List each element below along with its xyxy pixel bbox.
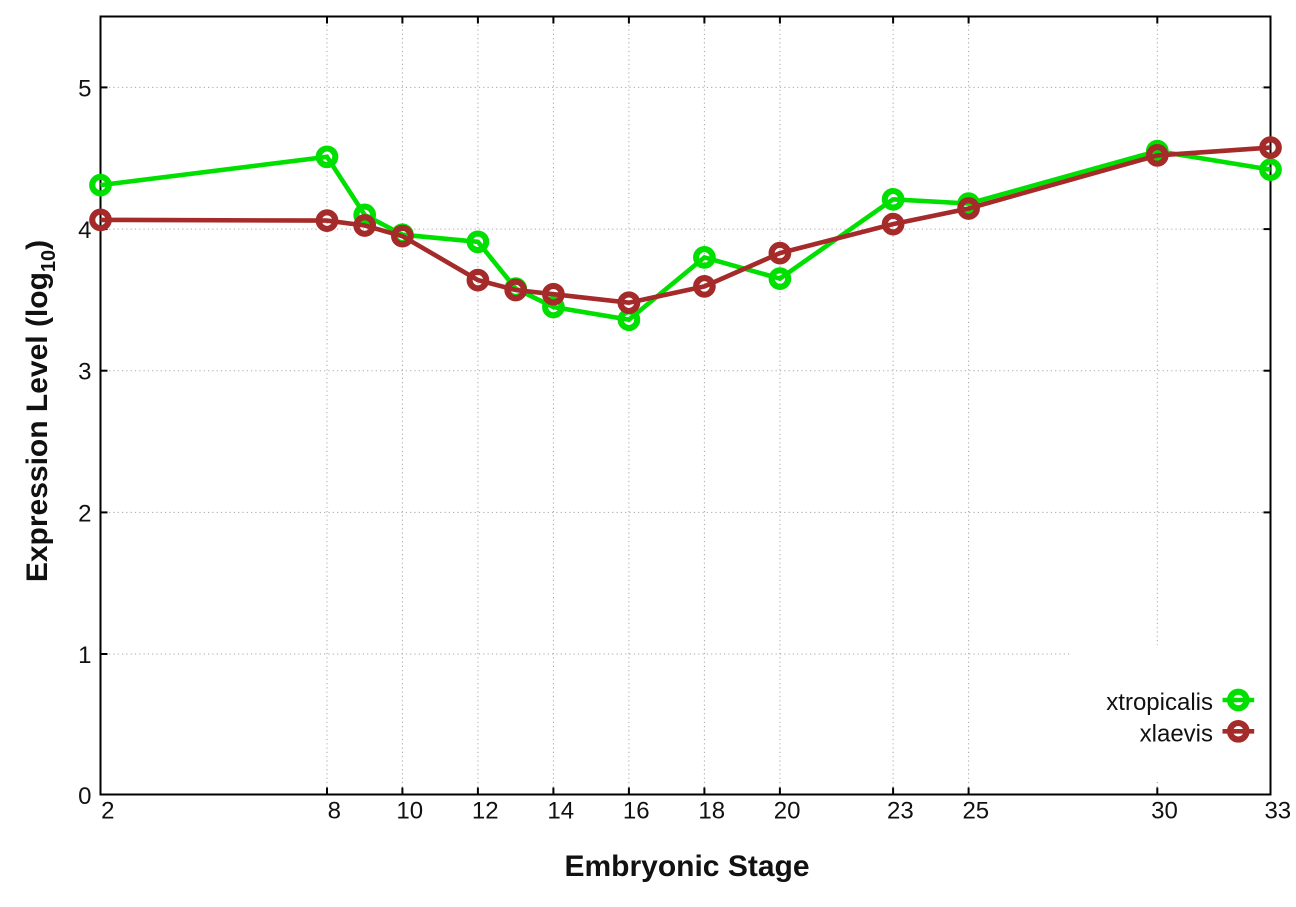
svg-text:xtropicalis: xtropicalis	[1106, 689, 1213, 716]
svg-text:8: 8	[328, 797, 341, 824]
svg-text:10: 10	[396, 797, 423, 824]
svg-text:12: 12	[472, 797, 499, 824]
svg-text:0: 0	[78, 783, 91, 810]
svg-text:3: 3	[78, 359, 91, 386]
svg-text:30: 30	[1151, 797, 1178, 824]
svg-text:4: 4	[78, 217, 91, 244]
svg-text:1: 1	[78, 642, 91, 669]
svg-text:18: 18	[698, 797, 725, 824]
svg-text:33: 33	[1264, 797, 1291, 824]
svg-text:25: 25	[962, 797, 989, 824]
svg-text:2: 2	[78, 500, 91, 527]
svg-text:2: 2	[101, 797, 114, 824]
svg-text:20: 20	[774, 797, 801, 824]
svg-text:Expression Level (log10): Expression Level (log10)	[21, 240, 60, 582]
svg-text:16: 16	[623, 797, 650, 824]
svg-text:xlaevis: xlaevis	[1140, 720, 1213, 747]
svg-text:5: 5	[78, 75, 91, 102]
svg-text:14: 14	[547, 797, 574, 824]
svg-text:23: 23	[887, 797, 914, 824]
svg-text:Embryonic Stage: Embryonic Stage	[564, 850, 809, 883]
